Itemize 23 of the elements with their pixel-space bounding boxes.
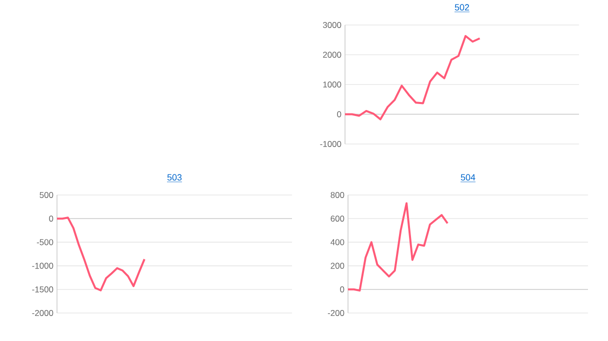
y-tick-label: 2000 — [323, 52, 342, 58]
y-tick-label: -2000 — [32, 310, 54, 316]
y-tick-label: -1500 — [32, 286, 54, 292]
y-tick-label: 500 — [40, 192, 54, 198]
chart-title: 504 — [460, 174, 476, 181]
line-series — [347, 202, 449, 292]
y-tick-label: -200 — [328, 310, 344, 316]
y-tick-label: 1000 — [323, 82, 342, 88]
y-tick-label: -500 — [36, 239, 54, 246]
y-tick-label: 3000 — [322, 22, 342, 28]
y-tick-label: -1000 — [320, 141, 342, 147]
y-tick-label: 0 — [337, 111, 342, 118]
y-tick-label: 0 — [340, 286, 344, 292]
y-tick-label: 800 — [330, 192, 344, 198]
line-series — [56, 216, 146, 292]
chart-title: 502 — [454, 4, 470, 11]
y-tick-label: 400 — [330, 239, 344, 246]
y-tick-label: 0 — [49, 216, 54, 222]
y-tick-label: -1000 — [32, 262, 54, 269]
y-tick-label: 200 — [330, 262, 344, 269]
line-series — [344, 35, 481, 120]
y-tick-label: 600 — [330, 216, 344, 222]
chart-title: 503 — [167, 174, 182, 181]
